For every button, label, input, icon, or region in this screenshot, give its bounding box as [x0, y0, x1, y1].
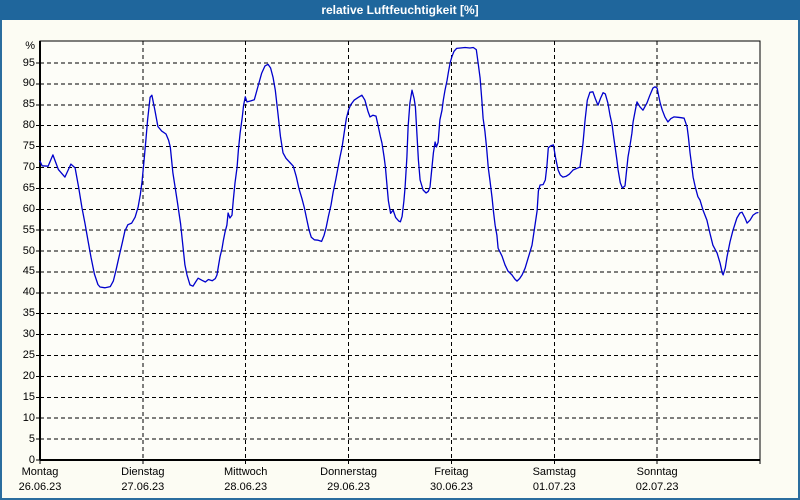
y-tick-label: 75	[22, 140, 35, 153]
plot-area	[39, 40, 761, 461]
day-date: 30.06.23	[430, 481, 473, 493]
day-name: Samstag	[532, 466, 576, 478]
y-tick-label: 95	[22, 56, 35, 69]
y-tick-label: 50	[22, 244, 35, 257]
x-day-label: Donnerstag 29.06.23	[297, 465, 401, 495]
x-day-label: Mittwoch 28.06.23	[194, 465, 298, 495]
x-day-label: Freitag 30.06.23	[399, 465, 503, 495]
y-tick-label: 65	[22, 181, 35, 194]
day-date: 26.06.23	[18, 481, 62, 493]
y-tick-label: 45	[22, 265, 35, 278]
y-tick-label: 70	[22, 160, 35, 173]
y-tick-label: 0	[28, 453, 35, 466]
day-date: 28.06.23	[224, 481, 268, 493]
day-name: Sonntag	[636, 466, 678, 478]
chart-title-bar: relative Luftfeuchtigkeit [%]	[0, 0, 800, 20]
y-tick-label: 85	[22, 98, 35, 111]
x-day-label: Dienstag 27.06.23	[91, 465, 195, 495]
x-day-label: Sonntag 02.07.23	[605, 465, 709, 495]
day-name: Mittwoch	[224, 466, 268, 478]
day-date: 29.06.23	[327, 481, 370, 493]
day-name: Dienstag	[121, 466, 165, 478]
x-day-label: Samstag 01.07.23	[502, 465, 606, 495]
y-tick-label: 10	[22, 411, 35, 424]
y-tick-label: 15	[22, 390, 35, 403]
day-name: Montag	[21, 466, 59, 478]
y-tick-label: 5	[28, 432, 35, 445]
y-tick-label: 30	[22, 328, 35, 341]
day-date: 01.07.23	[532, 481, 576, 493]
y-tick-label: 40	[22, 286, 35, 299]
y-tick-label: 25	[22, 349, 35, 362]
day-date: 27.06.23	[121, 481, 165, 493]
y-tick-label: 80	[22, 119, 35, 132]
y-tick-label: 60	[22, 202, 35, 215]
day-date: 02.07.23	[635, 481, 679, 493]
y-axis-unit-label: %	[25, 40, 35, 52]
chart-title: relative Luftfeuchtigkeit [%]	[321, 3, 479, 17]
day-name: Freitag	[434, 466, 469, 478]
y-tick-label: 20	[22, 369, 35, 382]
humidity-line	[39, 46, 759, 289]
y-tick-label: 55	[22, 223, 35, 236]
y-tick-label: 35	[22, 307, 35, 320]
day-name: Donnerstag	[320, 466, 377, 478]
y-tick-label: 90	[22, 77, 35, 90]
x-day-label: Montag 26.06.23	[0, 465, 92, 495]
